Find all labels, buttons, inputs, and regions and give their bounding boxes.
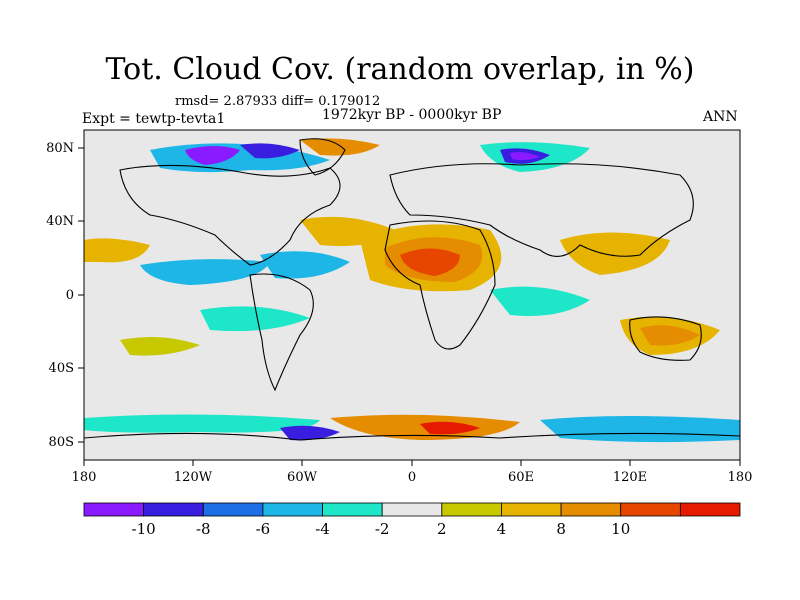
axis-ticks xyxy=(78,147,741,466)
coast-africa xyxy=(384,220,496,350)
colorbar-label: 8 xyxy=(556,520,566,538)
anomaly-southern-ocean-core xyxy=(420,421,480,435)
anomaly-pacific-east xyxy=(140,259,270,285)
anomaly-south-pacific xyxy=(200,306,310,332)
stats-label: rmsd= 2.87933 diff= 0.179012 xyxy=(175,94,381,109)
anomaly-southern-ocean-east xyxy=(540,416,740,443)
anomaly-field xyxy=(84,138,740,443)
x-tick-label: 120W xyxy=(174,470,213,485)
colorbar-label: 10 xyxy=(611,520,630,538)
plot-title: Tot. Cloud Cov. (random overlap, in %) xyxy=(105,52,695,87)
coast-north-america xyxy=(119,164,341,266)
x-tick-label: 60W xyxy=(287,470,318,485)
colorbar-swatch xyxy=(679,502,741,517)
coastlines xyxy=(84,138,740,441)
map-background xyxy=(84,130,740,460)
anomaly-australia-core xyxy=(640,325,700,346)
anomaly-southern-ocean-blue xyxy=(280,425,340,441)
y-tick-label: 40N xyxy=(46,214,74,229)
colorbar-swatch xyxy=(560,502,622,517)
colorbar-swatch xyxy=(322,502,383,517)
colorbar-swatch xyxy=(143,502,204,517)
x-tick-label: 180 xyxy=(72,470,97,485)
anomaly-atlantic-tropic xyxy=(260,251,350,279)
experiment-label: Expt = tewtp-tevta1 xyxy=(82,111,226,127)
colorbar-label: -2 xyxy=(375,520,390,538)
coast-greenland xyxy=(299,138,346,176)
x-tick-label: 0 xyxy=(408,470,416,485)
anomaly-greenland-mid xyxy=(240,143,300,159)
colorbar-label: 2 xyxy=(437,520,447,538)
colorbar-swatch xyxy=(202,502,264,517)
colorbar-swatch xyxy=(501,502,562,517)
season-label: ANN xyxy=(703,109,738,125)
anomaly-south-atlantic xyxy=(120,336,200,356)
y-tick-label: 40S xyxy=(49,361,74,376)
anomaly-indian-ocean xyxy=(490,286,590,316)
colorbar-swatch xyxy=(83,502,145,517)
colorbar-label: -8 xyxy=(196,520,211,538)
anomaly-southern-ocean-neg xyxy=(84,414,320,433)
period-label: 1972kyr BP - 0000kyr BP xyxy=(322,107,502,123)
anomaly-greenland-strong xyxy=(185,146,240,165)
coast-antarctica xyxy=(84,432,740,441)
anomaly-sahara-core xyxy=(400,248,460,276)
coast-australia xyxy=(629,316,702,361)
colorbar-swatch xyxy=(381,502,443,517)
x-tick-label: 120E xyxy=(613,470,647,485)
anomaly-arctic-positive xyxy=(300,138,380,156)
anomaly-asia-positive xyxy=(560,232,670,275)
y-tick-label: 0 xyxy=(66,288,74,303)
coast-south-america xyxy=(249,273,314,392)
anomaly-pacific-west xyxy=(84,238,150,263)
colorbar-swatch xyxy=(441,502,502,517)
colorbar-swatch xyxy=(620,502,681,517)
anomaly-siberia-core xyxy=(510,152,540,161)
colorbar-label: 4 xyxy=(497,520,507,538)
coast-eurasia xyxy=(389,163,694,257)
colorbar-label: -6 xyxy=(256,520,271,538)
colorbar-swatch xyxy=(262,502,323,517)
y-tick-label: 80N xyxy=(46,141,74,156)
y-tick-label: 80S xyxy=(49,435,74,450)
x-tick-label: 60E xyxy=(508,470,534,485)
colorbar-label: -10 xyxy=(132,520,156,538)
x-tick-label: 180 xyxy=(728,470,753,485)
colorbar: -10 -8 -6 -4 -2 2 4 8 10 xyxy=(83,502,741,538)
colorbar-label: -4 xyxy=(315,520,330,538)
